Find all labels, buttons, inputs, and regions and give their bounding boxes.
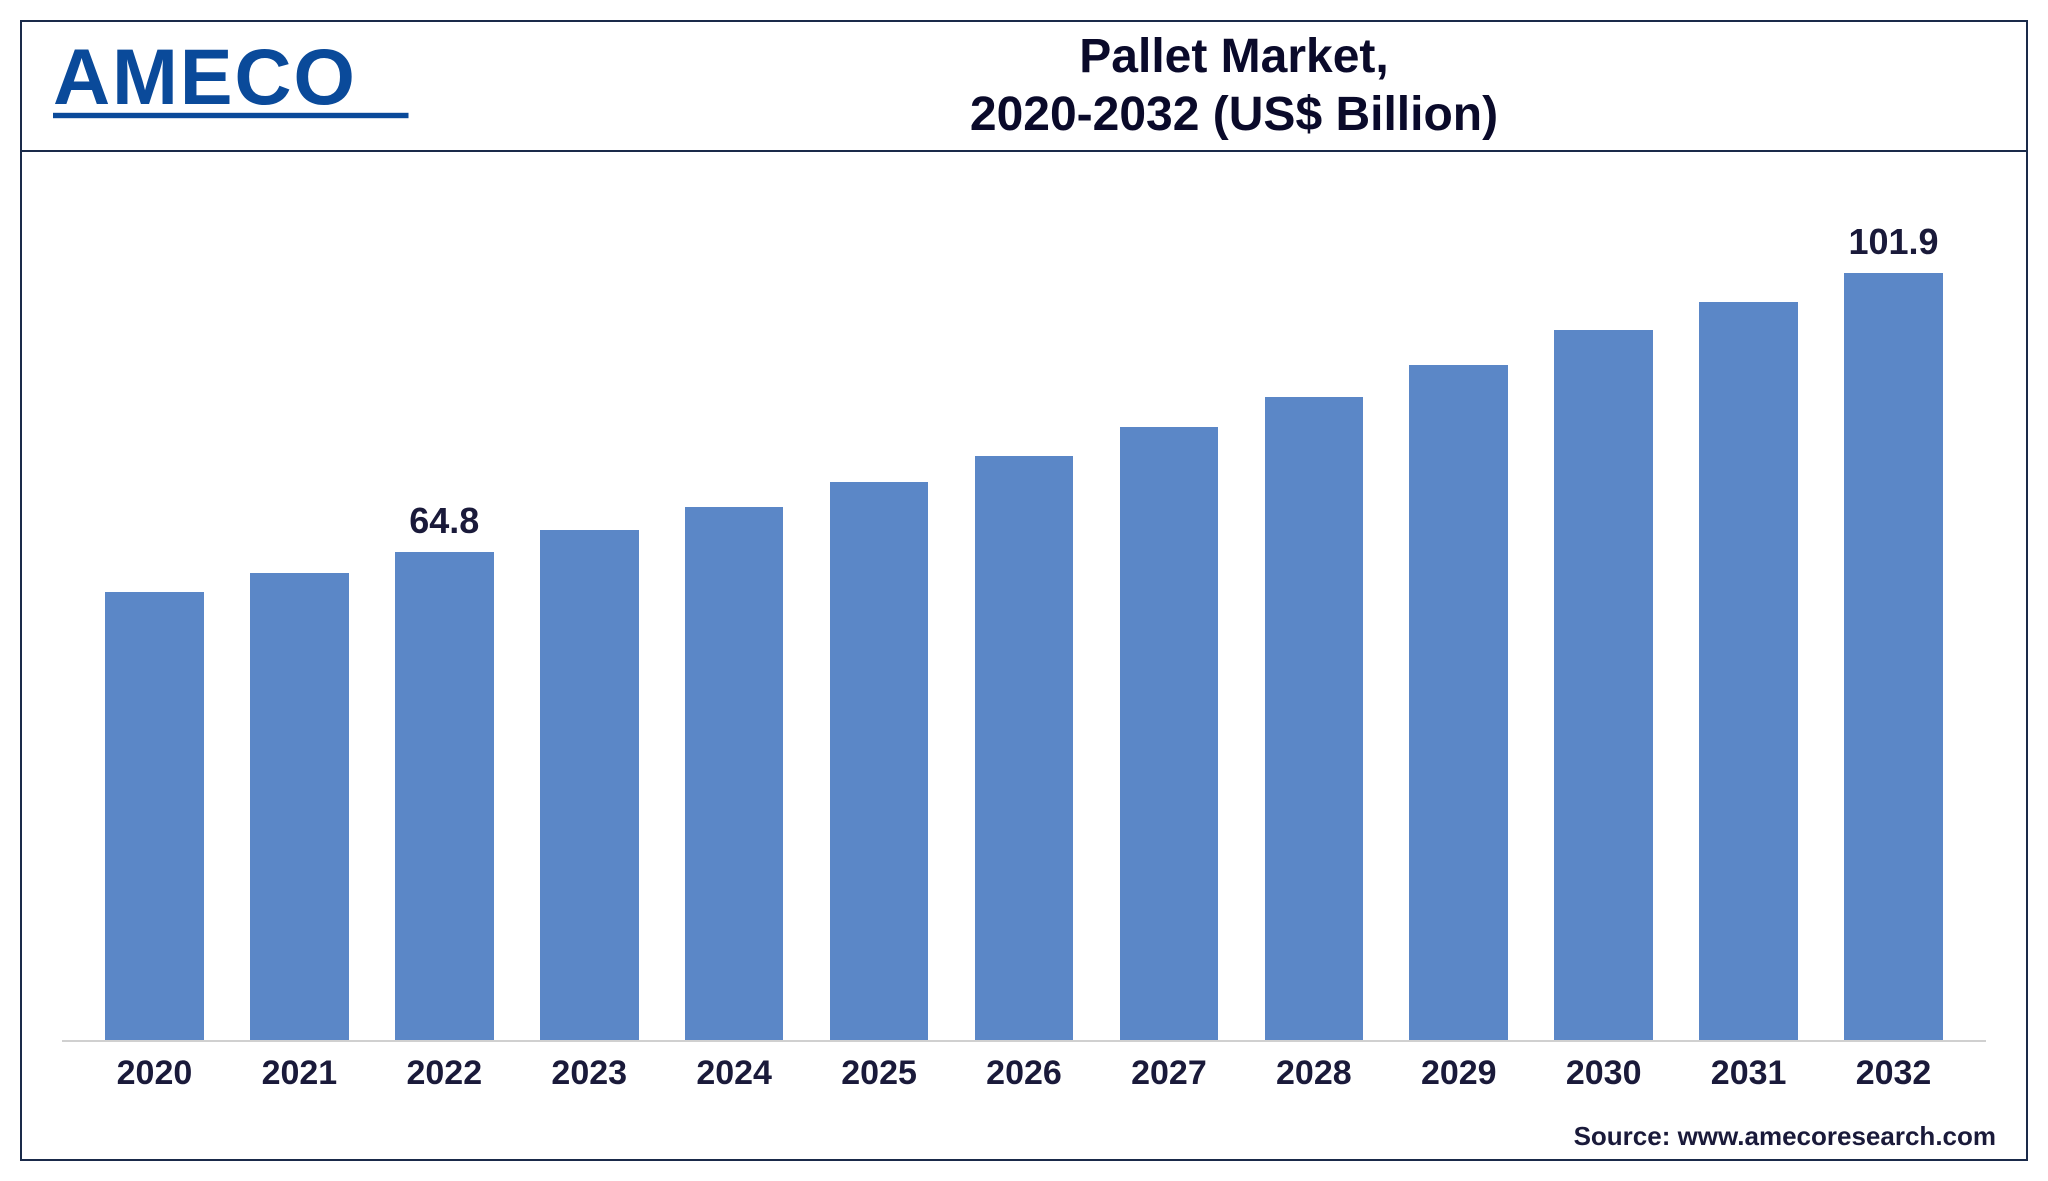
x-tick-label: 2032	[1821, 1054, 1966, 1093]
bar-wrap	[82, 212, 227, 1040]
bars-group: 64.8 101.9	[62, 212, 1986, 1040]
title-line-2: 2020-2032 (US$ Billion)	[472, 86, 1996, 144]
bar	[685, 507, 784, 1040]
x-tick-label: 2024	[662, 1054, 807, 1093]
bar	[1120, 427, 1219, 1040]
chart-title: Pallet Market, 2020-2032 (US$ Billion)	[472, 28, 1996, 143]
bar-wrap	[952, 212, 1097, 1040]
bar-wrap	[1096, 212, 1241, 1040]
bar	[105, 592, 204, 1040]
x-tick-label: 2025	[807, 1054, 952, 1093]
x-tick-label: 2027	[1096, 1054, 1241, 1093]
title-line-1: Pallet Market,	[472, 28, 1996, 86]
x-tick-label: 2023	[517, 1054, 662, 1093]
ameco-logo: AMECO	[52, 39, 432, 134]
bar	[1554, 330, 1653, 1040]
bar-wrap	[1386, 212, 1531, 1040]
bar-wrap	[807, 212, 952, 1040]
bar-wrap	[662, 212, 807, 1040]
bar-data-label: 64.8	[409, 500, 479, 542]
bar-wrap	[517, 212, 662, 1040]
bar	[1409, 365, 1508, 1040]
x-tick-label: 2029	[1386, 1054, 1531, 1093]
plot-area: 64.8101.9 202020212022202320242025202620…	[22, 152, 2026, 1113]
source-citation: Source: www.amecoresearch.com	[22, 1113, 2026, 1162]
bar-wrap	[227, 212, 372, 1040]
x-tick-label: 2022	[372, 1054, 517, 1093]
bar	[1844, 273, 1943, 1040]
x-tick-label: 2030	[1531, 1054, 1676, 1093]
plot: 64.8 101.9	[62, 212, 1986, 1042]
bar	[975, 456, 1074, 1040]
bar	[830, 482, 929, 1040]
x-tick-label: 2021	[227, 1054, 372, 1093]
x-tick-label: 2026	[952, 1054, 1097, 1093]
bar-wrap	[1676, 212, 1821, 1040]
x-axis: 2020202120222023202420252026202720282029…	[62, 1042, 1986, 1093]
svg-text:AMECO: AMECO	[53, 39, 357, 121]
header-row: AMECO Pallet Market, 2020-2032 (US$ Bill…	[22, 22, 2026, 152]
bar	[1265, 397, 1364, 1040]
bar-wrap: 64.8	[372, 212, 517, 1040]
x-tick-label: 2020	[82, 1054, 227, 1093]
x-tick-label: 2031	[1676, 1054, 1821, 1093]
x-tick-label: 2028	[1241, 1054, 1386, 1093]
chart-container: AMECO Pallet Market, 2020-2032 (US$ Bill…	[20, 20, 2028, 1161]
bar	[1699, 302, 1798, 1040]
bar-wrap	[1241, 212, 1386, 1040]
bar	[250, 573, 349, 1040]
bar	[395, 552, 494, 1040]
bar-data-label: 101.9	[1848, 221, 1938, 263]
bar-wrap	[1531, 212, 1676, 1040]
bar	[540, 530, 639, 1040]
bar-wrap: 101.9	[1821, 212, 1966, 1040]
